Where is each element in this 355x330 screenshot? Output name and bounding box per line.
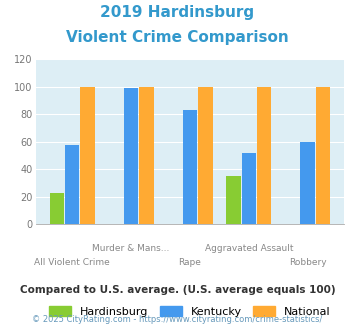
Bar — [241, 153, 256, 224]
Bar — [80, 87, 95, 224]
Text: Violent Crime Comparison: Violent Crime Comparison — [66, 30, 289, 45]
Text: 2019 Hardinsburg: 2019 Hardinsburg — [100, 5, 255, 20]
Bar — [183, 110, 197, 224]
Bar — [139, 87, 154, 224]
Text: All Violent Crime: All Violent Crime — [34, 258, 110, 267]
Bar — [257, 87, 272, 224]
Text: Aggravated Assault: Aggravated Assault — [204, 244, 293, 253]
Legend: Hardinsburg, Kentucky, National: Hardinsburg, Kentucky, National — [46, 303, 334, 320]
Bar — [316, 87, 330, 224]
Bar — [198, 87, 213, 224]
Bar — [124, 88, 138, 224]
Text: Murder & Mans...: Murder & Mans... — [92, 244, 170, 253]
Text: Rape: Rape — [179, 258, 201, 267]
Bar — [300, 142, 315, 224]
Text: Compared to U.S. average. (U.S. average equals 100): Compared to U.S. average. (U.S. average … — [20, 285, 335, 295]
Bar — [65, 145, 80, 224]
Text: © 2025 CityRating.com - https://www.cityrating.com/crime-statistics/: © 2025 CityRating.com - https://www.city… — [32, 315, 323, 324]
Bar — [226, 176, 241, 224]
Bar — [50, 193, 64, 224]
Text: Robbery: Robbery — [289, 258, 327, 267]
